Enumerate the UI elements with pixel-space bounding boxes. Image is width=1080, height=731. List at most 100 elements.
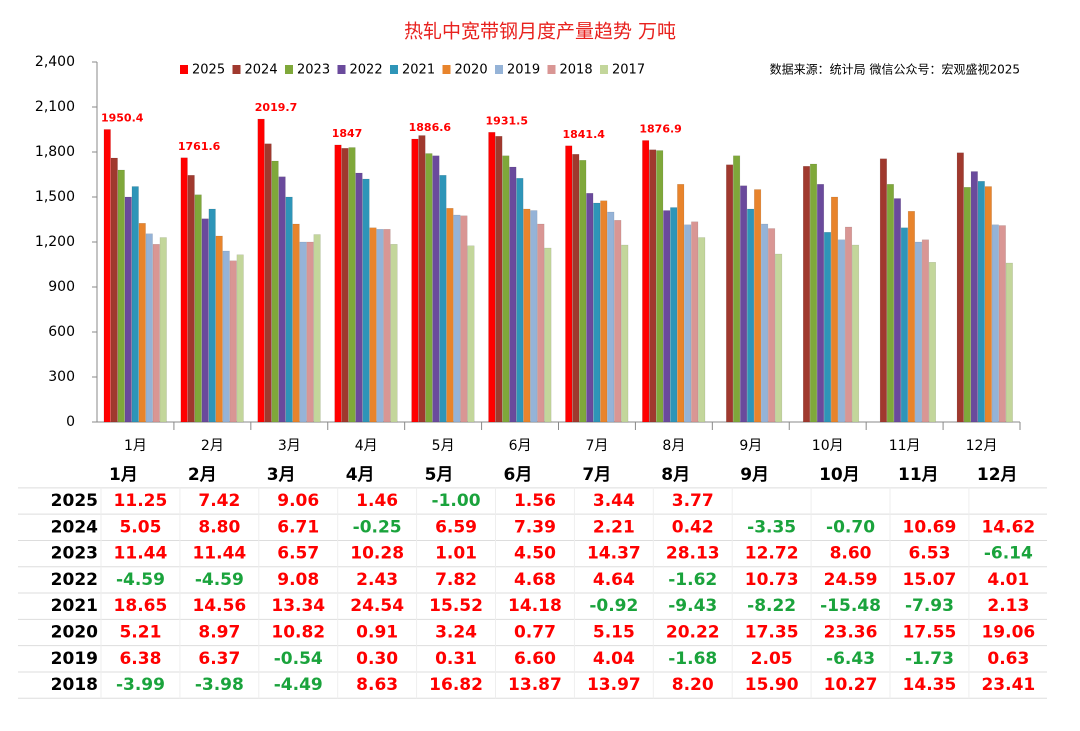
table-cell: 0.42	[672, 517, 714, 537]
x-tick-label: 12月	[966, 438, 998, 454]
legend-label: 2023	[297, 63, 330, 78]
table-cell: -0.54	[274, 649, 323, 669]
bar	[467, 245, 475, 423]
table-cell: -1.62	[668, 570, 717, 590]
bar	[600, 200, 608, 423]
legend-label: 2025	[192, 63, 225, 78]
table-cell: -1.68	[668, 649, 717, 669]
table-cell: 15.07	[903, 570, 957, 590]
bar	[879, 158, 887, 423]
table-header: 6月	[504, 465, 533, 485]
bar	[928, 262, 936, 423]
bar	[733, 155, 741, 423]
bar	[495, 136, 503, 423]
table-cell: 8.20	[672, 675, 714, 695]
bar	[837, 239, 846, 423]
table-cell: -3.35	[747, 517, 796, 537]
table-cell: 6.71	[277, 517, 319, 537]
bar	[278, 176, 286, 423]
table-cell: 28.13	[666, 544, 720, 564]
bar	[684, 224, 692, 423]
table-cell: 8.97	[198, 623, 240, 643]
bar	[572, 154, 580, 423]
legend-label: 2022	[350, 63, 383, 78]
table-cell: 15.90	[745, 675, 799, 695]
bar	[691, 221, 699, 423]
table-cell: 4.04	[593, 649, 635, 669]
table-cell: 6.60	[514, 649, 556, 669]
legend-swatch	[285, 65, 293, 74]
table-cell: 1.46	[356, 491, 398, 511]
table-header: 11月	[898, 465, 939, 485]
data-label: 1761.6	[178, 140, 221, 153]
table-cell: 7.39	[514, 517, 556, 537]
bar	[809, 163, 818, 423]
bar	[103, 129, 111, 423]
bar	[306, 241, 314, 423]
bar	[236, 254, 244, 423]
bar	[439, 175, 447, 423]
table-cell: 13.97	[587, 675, 641, 695]
bar	[963, 187, 971, 423]
legend-label: 2021	[402, 63, 435, 78]
table-cell: 14.62	[981, 517, 1035, 537]
bar	[656, 150, 664, 423]
table-cell: -6.14	[984, 544, 1033, 564]
row-label: 2024	[51, 517, 98, 537]
table-cell: 10.73	[745, 570, 799, 590]
bar	[537, 223, 545, 423]
table-header: 12月	[977, 465, 1018, 485]
table-cell: -3.98	[195, 675, 244, 695]
table-cell: 24.54	[350, 596, 404, 616]
bar	[830, 196, 839, 423]
bar	[488, 132, 496, 423]
table-cell: 13.34	[271, 596, 325, 616]
table-cell: 1.56	[514, 491, 556, 511]
y-tick-label: 1,500	[35, 189, 75, 205]
legend-label: 2018	[560, 63, 593, 78]
bar	[355, 172, 363, 423]
bar	[970, 171, 978, 423]
data-label: 1886.6	[409, 121, 452, 134]
table-cell: 13.87	[508, 675, 562, 695]
table-cell: 3.77	[672, 491, 714, 511]
bar	[754, 189, 762, 423]
y-tick-label: 2,400	[35, 54, 75, 70]
chart-title: 热轧中宽带钢月度产量趋势 万吨	[404, 21, 676, 43]
bar	[257, 118, 265, 423]
x-tick-label: 2月	[201, 438, 224, 454]
table-cell: 23.36	[824, 623, 878, 643]
y-tick-label: 2,100	[35, 99, 75, 115]
bar	[229, 260, 237, 423]
legend-swatch	[180, 65, 188, 74]
bar	[502, 155, 510, 423]
legend-label: 2024	[245, 63, 278, 78]
row-label: 2022	[51, 570, 98, 590]
bar	[376, 229, 384, 423]
bar	[607, 211, 615, 423]
bar	[264, 143, 272, 423]
bar	[180, 157, 188, 423]
table-header: 7月	[582, 465, 611, 485]
bar	[698, 237, 706, 423]
data-label: 1931.5	[486, 114, 528, 127]
table-cell: -6.43	[826, 649, 875, 669]
bar	[425, 153, 433, 423]
bar	[208, 208, 216, 423]
bar	[334, 144, 342, 423]
table-cell: 5.21	[119, 623, 161, 643]
table-header: 1月	[109, 465, 138, 485]
legend-label: 2020	[455, 63, 488, 78]
table-cell: -1.00	[432, 491, 481, 511]
bar	[145, 233, 153, 423]
y-tick-label: 600	[48, 324, 75, 340]
table-cell: 8.80	[198, 517, 240, 537]
bar	[509, 166, 517, 423]
table-cell: -0.25	[353, 517, 402, 537]
bar	[991, 224, 999, 423]
bar	[110, 157, 118, 423]
data-label: 1876.9	[639, 122, 681, 135]
y-tick-label: 1,200	[35, 234, 75, 250]
table-cell: 5.15	[593, 623, 635, 643]
